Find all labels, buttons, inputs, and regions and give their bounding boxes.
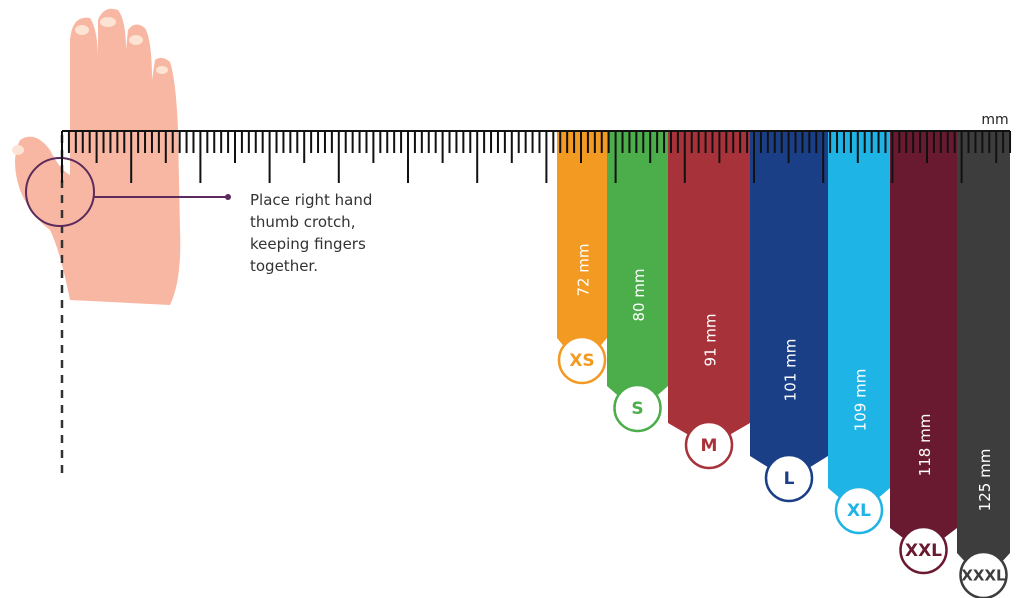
size-badge	[899, 525, 948, 575]
size-label: L	[784, 469, 795, 489]
size-measure: 118 mm	[916, 414, 934, 477]
instruction-line: thumb crotch,	[250, 213, 355, 231]
instruction-line: Place right hand	[250, 191, 372, 209]
size-bar	[750, 130, 828, 474]
size-badge	[959, 550, 1008, 598]
size-label: XXL	[905, 541, 942, 561]
instruction: Place right hand thumb crotch, keeping fin…	[250, 191, 372, 275]
instruction-line: keeping fingers	[250, 235, 366, 253]
size-measure: 125 mm	[976, 449, 994, 512]
unit: mm	[981, 112, 1008, 128]
size-label: XL	[847, 501, 871, 521]
size-label: XS	[569, 351, 594, 371]
size-badge	[834, 485, 884, 535]
size-bar	[668, 130, 750, 441]
pointer-dot	[225, 194, 231, 200]
size-bar	[828, 130, 890, 506]
thumb-circle	[25, 157, 95, 227]
instruction-line: together.	[250, 257, 318, 275]
ruler	[61, 130, 1012, 183]
size-bar	[957, 130, 1010, 571]
size-measure: 109 mm	[852, 369, 870, 432]
size-measure: 91 mm	[702, 313, 720, 366]
size-measure: 72 mm	[575, 243, 593, 296]
size-label: XXXL	[961, 567, 1006, 585]
size-badge	[613, 383, 662, 433]
size-bar	[557, 130, 607, 356]
size-bar	[607, 130, 668, 404]
size-label: S	[631, 399, 643, 419]
size-badge	[764, 453, 814, 503]
hand	[12, 8, 181, 305]
bars: 72 mm XS 80 mm S 91 mm M 101 mm L 109 mm XL 118 mm…	[557, 130, 1010, 598]
size-measure: 80 mm	[630, 268, 648, 321]
size-label: M	[701, 436, 718, 456]
size-badge	[684, 420, 734, 470]
size-bar	[890, 130, 957, 546]
size-measure: 101 mm	[782, 339, 800, 402]
size-badge	[557, 335, 607, 385]
